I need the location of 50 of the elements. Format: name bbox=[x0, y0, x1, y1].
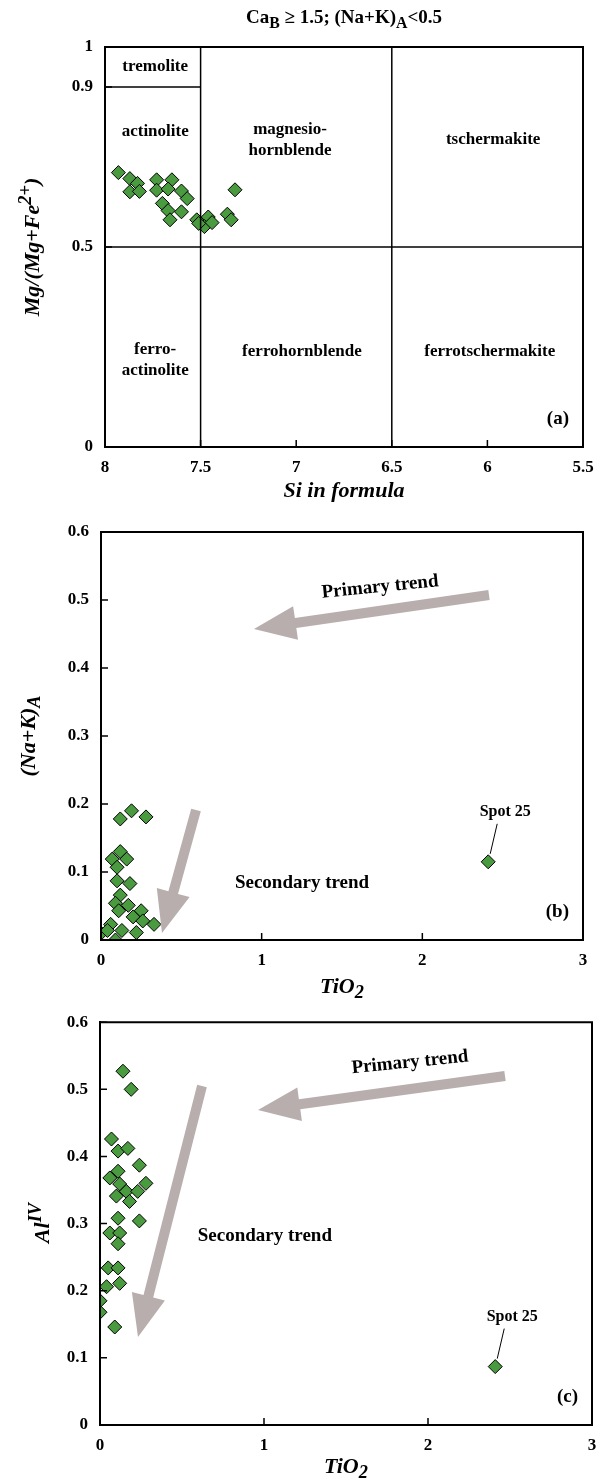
annotation: tschermakite bbox=[445, 129, 541, 149]
annotation: actinolite bbox=[121, 121, 190, 141]
annotation: Primary trend bbox=[320, 569, 440, 602]
y-tick-label: 0.3 bbox=[66, 1212, 88, 1232]
y-tick-label: 0 bbox=[84, 436, 93, 456]
y-tick-label: 0 bbox=[80, 929, 89, 949]
y-tick-label: 0.6 bbox=[67, 521, 89, 541]
annotation: ferrohornblende bbox=[242, 341, 363, 361]
x-tick-label: 1 bbox=[259, 1434, 269, 1454]
annotation: (c) bbox=[556, 1384, 578, 1407]
y-tick-label: 0.6 bbox=[66, 1011, 88, 1031]
x-axis-title: TiO$_{2}$ bbox=[324, 1452, 368, 1484]
x-tick-label: 6.5 bbox=[381, 456, 403, 476]
x-tick-label: 3 bbox=[587, 1434, 597, 1454]
annotation: magnesio- hornblende bbox=[248, 118, 332, 159]
y-tick-label: 1 bbox=[84, 36, 93, 56]
y-tick-label: 0.2 bbox=[67, 793, 89, 813]
annotation: Primary trend bbox=[350, 1044, 470, 1078]
y-tick-label: 0.5 bbox=[66, 1078, 88, 1098]
y-tick-label: 0.1 bbox=[67, 861, 89, 881]
annotation: Spot 25 bbox=[479, 801, 531, 820]
x-tick-label: 2 bbox=[423, 1434, 433, 1454]
y-tick-label: 0.1 bbox=[66, 1347, 88, 1367]
y-tick-label: 0.3 bbox=[67, 725, 89, 745]
annotation: (b) bbox=[545, 899, 569, 922]
x-tick-label: 5.5 bbox=[572, 456, 594, 476]
annotation: (a) bbox=[546, 406, 569, 429]
annotation: ferro- actinolite bbox=[121, 338, 190, 379]
x-tick-label: 6 bbox=[483, 456, 492, 476]
x-tick-label: 2 bbox=[418, 949, 427, 969]
annotation: ferrotschermakite bbox=[424, 341, 556, 361]
x-tick-label: 7.5 bbox=[189, 456, 212, 476]
annotation: Secondary trend bbox=[234, 870, 370, 892]
y-tick-label: 0.4 bbox=[67, 657, 90, 677]
y-tick-label: 0.5 bbox=[71, 236, 93, 256]
annotation: tremolite bbox=[122, 56, 189, 76]
annotation: Secondary trend bbox=[197, 1223, 333, 1245]
x-tick-label: 8 bbox=[100, 456, 110, 476]
x-axis-title: TiO$_{2}$ bbox=[320, 972, 364, 1004]
chart-title: Ca$_{B}$ ≥ 1.5; (Na+K)$_{A}$<0.5 bbox=[245, 6, 443, 32]
x-tick-label: 3 bbox=[578, 949, 588, 969]
x-axis-title: Si in formula bbox=[283, 477, 405, 503]
y-tick-label: 0.5 bbox=[67, 589, 89, 609]
y-tick-label: 0 bbox=[79, 1414, 88, 1434]
y-tick-label: 0.9 bbox=[71, 76, 93, 96]
x-tick-label: 1 bbox=[257, 949, 266, 969]
x-tick-label: 7 bbox=[291, 456, 301, 476]
y-tick-label: 0.2 bbox=[66, 1280, 88, 1300]
annotation: Spot 25 bbox=[486, 1306, 538, 1325]
y-tick-label: 0.4 bbox=[66, 1145, 89, 1165]
